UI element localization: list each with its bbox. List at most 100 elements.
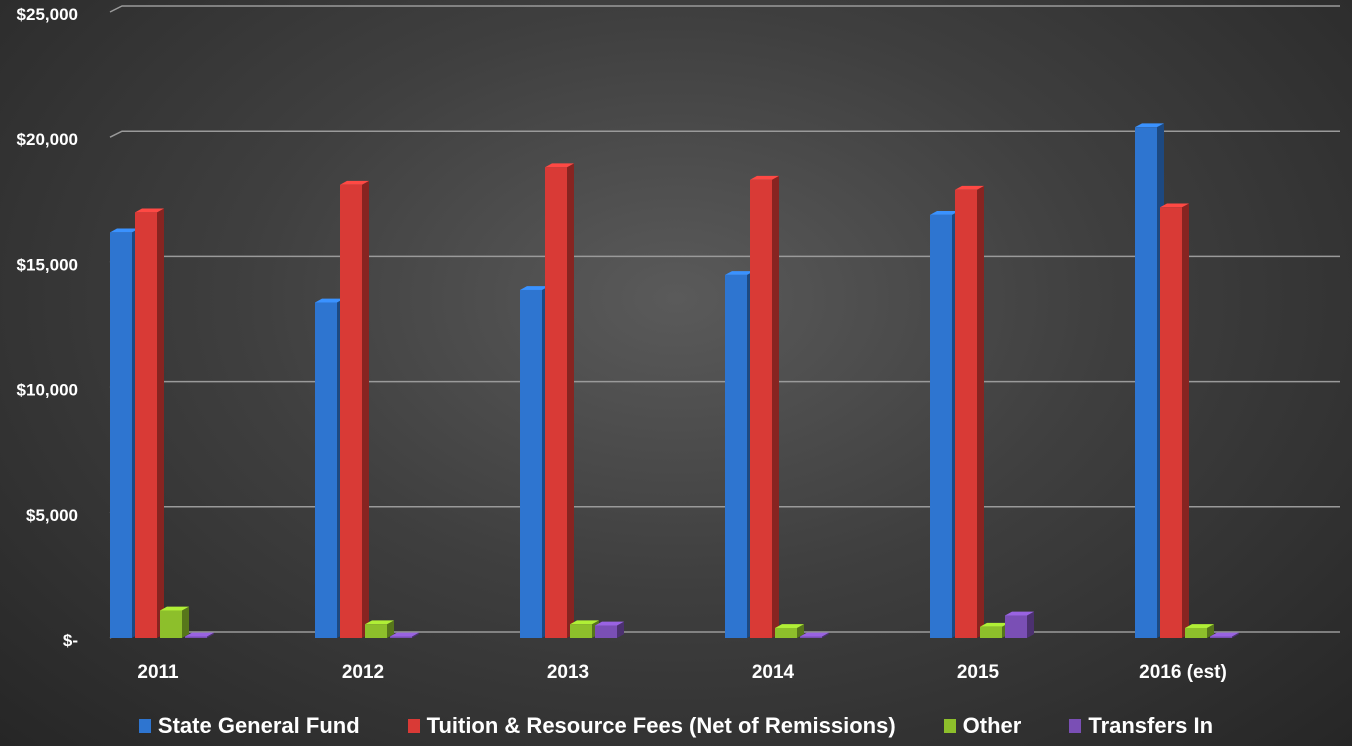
bar-side <box>182 606 189 638</box>
legend-item: Tuition & Resource Fees (Net of Remissio… <box>407 713 896 739</box>
bar-front <box>520 289 542 638</box>
bar <box>160 606 189 638</box>
bar-top <box>750 175 779 180</box>
bar-side <box>412 632 419 638</box>
x-tick-label: 2012 <box>342 662 384 683</box>
bar-front <box>135 212 157 638</box>
bar <box>800 632 829 638</box>
bar <box>1160 203 1189 638</box>
bar-side <box>797 624 804 638</box>
legend-swatch <box>1069 719 1082 733</box>
x-tick-label: 2014 <box>752 662 795 683</box>
bar-top <box>110 228 139 233</box>
x-tick-label: 2015 <box>957 662 1000 683</box>
bar-side <box>1232 632 1239 638</box>
bar <box>315 298 344 638</box>
bar-top <box>1210 632 1239 637</box>
chart-legend: State General Fund Tuition & Resource Fee… <box>0 708 1352 744</box>
y-tick-label: $20,000 <box>17 130 78 149</box>
gridline <box>109 5 1340 13</box>
bar-top <box>980 622 1009 627</box>
legend-label: Tuition & Resource Fees (Net of Remissio… <box>426 713 896 738</box>
legend-item: State General Fund <box>138 713 360 739</box>
legend-item: Other <box>943 713 1022 739</box>
bar-front <box>1005 615 1027 638</box>
bar-side <box>1182 203 1189 638</box>
bar-top <box>1160 203 1189 208</box>
y-tick-label: $25,000 <box>17 5 78 24</box>
bar-side <box>977 185 984 638</box>
bar <box>185 632 214 638</box>
bar <box>1210 632 1239 638</box>
y-tick-label: $15,000 <box>17 255 78 274</box>
bar-front <box>390 636 412 638</box>
bar-front <box>545 167 567 639</box>
legend-label: Other <box>962 713 1022 738</box>
legend-label: State General Fund <box>157 713 360 738</box>
bar-front <box>340 184 362 638</box>
y-tick-label: $10,000 <box>17 381 78 400</box>
bar-front <box>1135 127 1157 639</box>
bar-top <box>1135 123 1164 128</box>
bar-side <box>1027 611 1034 638</box>
bar-top <box>545 163 574 168</box>
gridline <box>109 130 1340 138</box>
bar-front <box>930 214 952 638</box>
bar-front <box>980 626 1002 638</box>
bar-front <box>955 189 977 638</box>
bar-side <box>387 620 394 638</box>
bar <box>135 208 164 638</box>
bar-top <box>340 180 369 185</box>
bar <box>955 185 984 638</box>
bar-top <box>1185 624 1214 628</box>
bar-top <box>930 210 959 215</box>
legend-swatch <box>943 719 956 733</box>
bar-top <box>955 185 984 190</box>
y-tick-label: $- <box>63 631 78 650</box>
bar <box>725 271 754 638</box>
bar-side <box>567 163 574 638</box>
bar-front <box>750 179 772 638</box>
bar-side <box>362 180 369 638</box>
bar-top <box>315 298 344 303</box>
bar <box>1005 611 1034 638</box>
bar <box>520 286 549 638</box>
bar-front <box>185 636 207 638</box>
bar-top <box>135 208 164 213</box>
x-tick-label: 2016 (est) <box>1139 662 1227 683</box>
bar-front <box>775 627 797 638</box>
x-tick-label: 2013 <box>547 662 589 683</box>
bar <box>750 175 779 638</box>
bar-side <box>772 175 779 638</box>
bar-top <box>160 606 189 611</box>
bar-side <box>617 621 624 638</box>
bar-top <box>520 286 549 290</box>
bar-top <box>800 632 829 637</box>
bar-top <box>725 271 754 275</box>
bar-side <box>157 208 164 638</box>
bar <box>340 180 369 638</box>
bar-front <box>570 624 592 638</box>
bar <box>1185 624 1214 638</box>
bar-front <box>315 302 337 638</box>
legend-label: Transfers In <box>1088 713 1214 738</box>
legend-swatch <box>407 719 420 733</box>
bar-top <box>185 632 214 637</box>
bar-front <box>110 232 132 639</box>
bar-side <box>207 632 214 638</box>
bar-front <box>365 624 387 638</box>
bar-front <box>725 274 747 638</box>
bar-front <box>595 625 617 638</box>
bar-front <box>1160 207 1182 638</box>
legend-item: Transfers In <box>1069 713 1213 739</box>
bar <box>390 632 419 638</box>
bar-top <box>775 624 804 628</box>
bar <box>110 228 139 639</box>
bar-front <box>1210 636 1232 638</box>
bar-top <box>595 621 624 626</box>
bar-front <box>800 636 822 638</box>
x-tick-label: 2011 <box>137 662 179 683</box>
bar <box>570 620 599 638</box>
bar <box>595 621 624 638</box>
